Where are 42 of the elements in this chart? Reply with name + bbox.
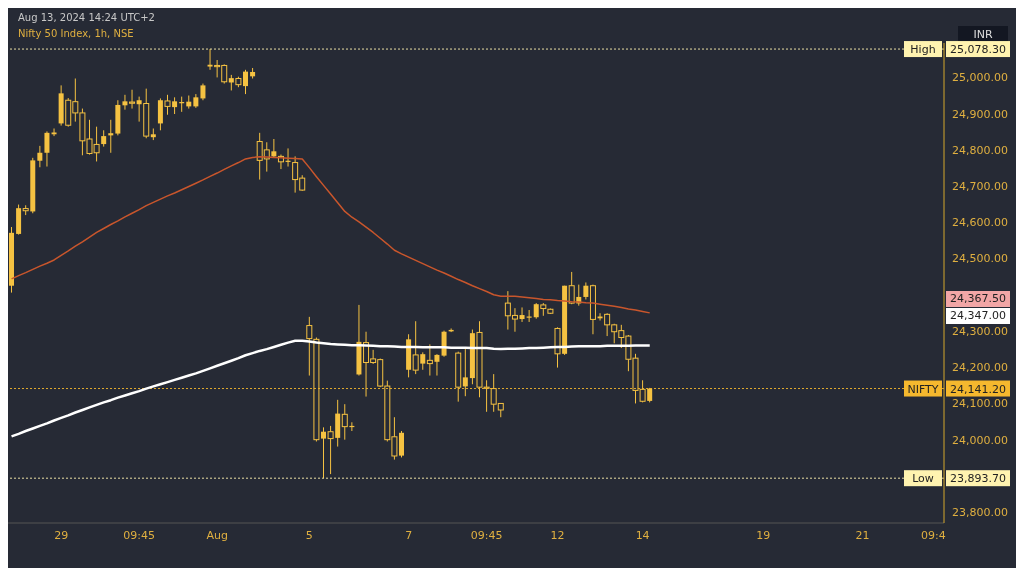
x-tick-label: 29 [54,528,69,542]
y-tick-label: 24,700.00 [952,180,1008,193]
y-tick-label: 24,000.00 [952,433,1008,447]
y-tick-label: 25,000.00 [952,71,1008,85]
chart-subtitle: Aug 13, 2024 14:24 UTC+2 [18,12,155,23]
text: 24,347.00 [946,308,1010,324]
x-tick-label: 5 [305,528,313,542]
x-tick-label: 09:45 [123,528,156,542]
x-tick-label: 7 [405,528,413,542]
x-tick-label: 19 [756,528,771,542]
x-tick-label: 09:4 [921,528,946,542]
x-tick-label: 21 [855,528,870,542]
candlestick [129,89,136,110]
y-tick-label: 24,100.00 [952,397,1008,411]
ref-line-label: 25,078.30 [950,43,1006,57]
candlestick [519,306,525,323]
y-tick-label: 24,600.00 [952,216,1008,230]
y-tick-label: 24,300.00 [952,324,1008,338]
x-tick-label: 12 [550,528,565,542]
x-tick-label: 14 [635,528,650,542]
y-tick-label: 24,900.00 [952,107,1008,121]
candlestick [306,316,313,377]
annotation: Low [912,472,934,486]
ref-line-label: 24,141.20 [950,382,1006,396]
y-tick-label: 23,800.00 [952,506,1008,520]
chart-title: Nifty 50 Index, 1h, NSE [18,28,134,39]
candlestick [37,145,43,168]
x-tick-label: 09:45 [470,528,503,542]
annotation: High [910,43,936,57]
ref-line-label: 23,893.70 [950,472,1006,486]
x-tick-label: Aug [206,528,228,542]
candlestick [108,119,114,154]
candlestick [122,94,128,111]
text: 24,367.50 [946,291,1010,307]
y-axis-title: INR [958,26,1008,43]
y-tick-label: 24,500.00 [952,252,1008,266]
y-tick-label: 24,800.00 [952,143,1008,157]
candlestick [462,348,468,397]
annotation: NIFTY [907,382,939,396]
y-tick-label: 24,200.00 [952,361,1008,375]
candlestick [51,127,57,137]
candlestick [44,130,50,168]
